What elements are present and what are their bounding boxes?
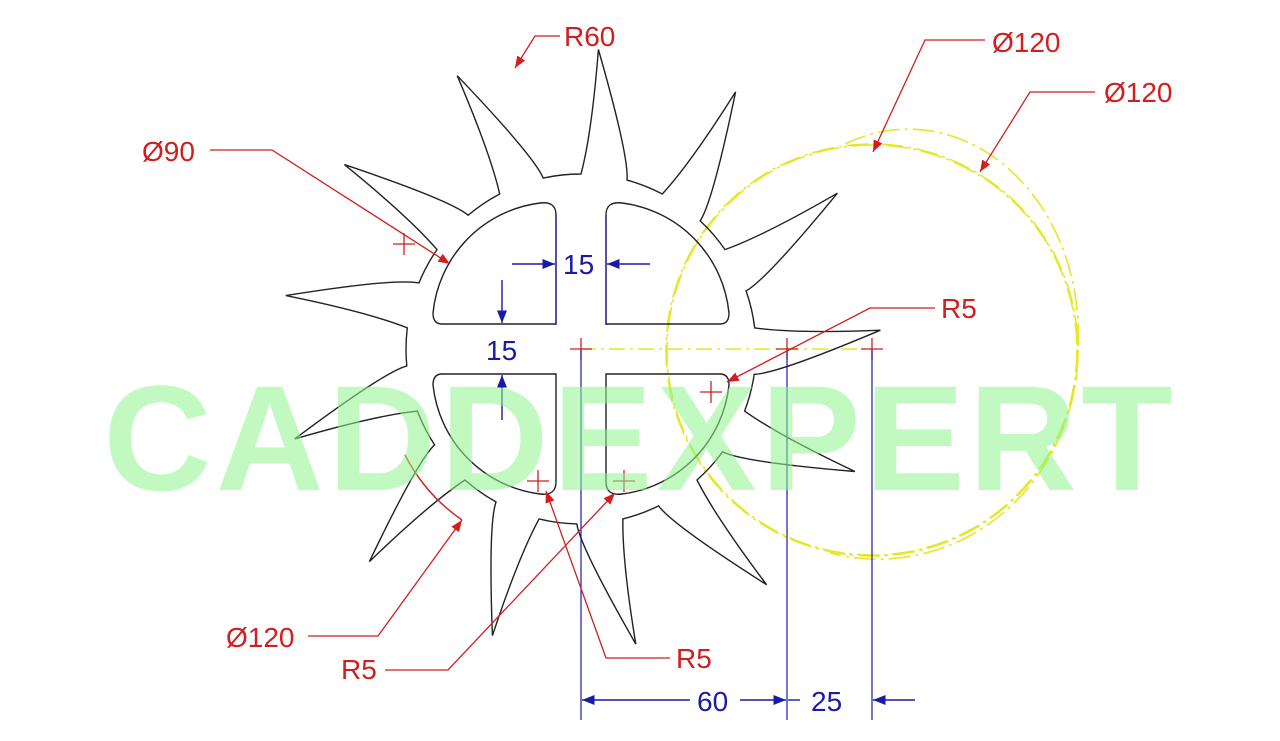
leader-dia120-bottom [308,519,463,637]
label-r5-bottom-left: R5 [341,654,377,685]
construction-arc-left [829,128,1080,560]
leader-dia120-right [979,91,1095,173]
label-dia120-top: Ø120 [992,27,1061,58]
label-slot-height: 15 [486,335,517,366]
slot-top-right [605,202,730,325]
label-r60: R60 [564,21,615,52]
label-slot-width: 15 [563,249,594,280]
center-mark [527,470,549,492]
leader-r60 [514,35,560,69]
label-dia120-bottom: Ø120 [226,622,295,653]
center-mark [393,233,415,255]
leader-lines [210,35,1095,671]
label-offset-25: 25 [811,686,842,717]
center-mark [613,470,635,492]
reference-arc-red [404,454,463,521]
leader-r5-right [726,307,935,383]
gear-outline [285,49,881,645]
dimension-arrows [496,258,915,706]
label-offset-60: 60 [697,686,728,717]
leader-dia120-top [872,39,985,153]
center-mark [700,381,722,403]
dimension-labels: 15 15 60 25 [486,249,842,717]
leader-r5-bottom-right [545,490,670,659]
slot-top-left [432,202,557,325]
label-dia120-right: Ø120 [1104,77,1173,108]
label-r5-bottom-right: R5 [676,643,712,674]
watermark: CADDEXPERT [103,354,1176,522]
extension-lines [555,215,873,720]
label-r5-right: R5 [941,293,977,324]
annotation-labels: R60 Ø120 Ø120 Ø90 R5 Ø120 R5 R5 [142,21,1173,685]
label-dia90: Ø90 [142,136,195,167]
leader-r5-bottom-left [385,492,616,671]
leader-dia90 [210,149,451,265]
